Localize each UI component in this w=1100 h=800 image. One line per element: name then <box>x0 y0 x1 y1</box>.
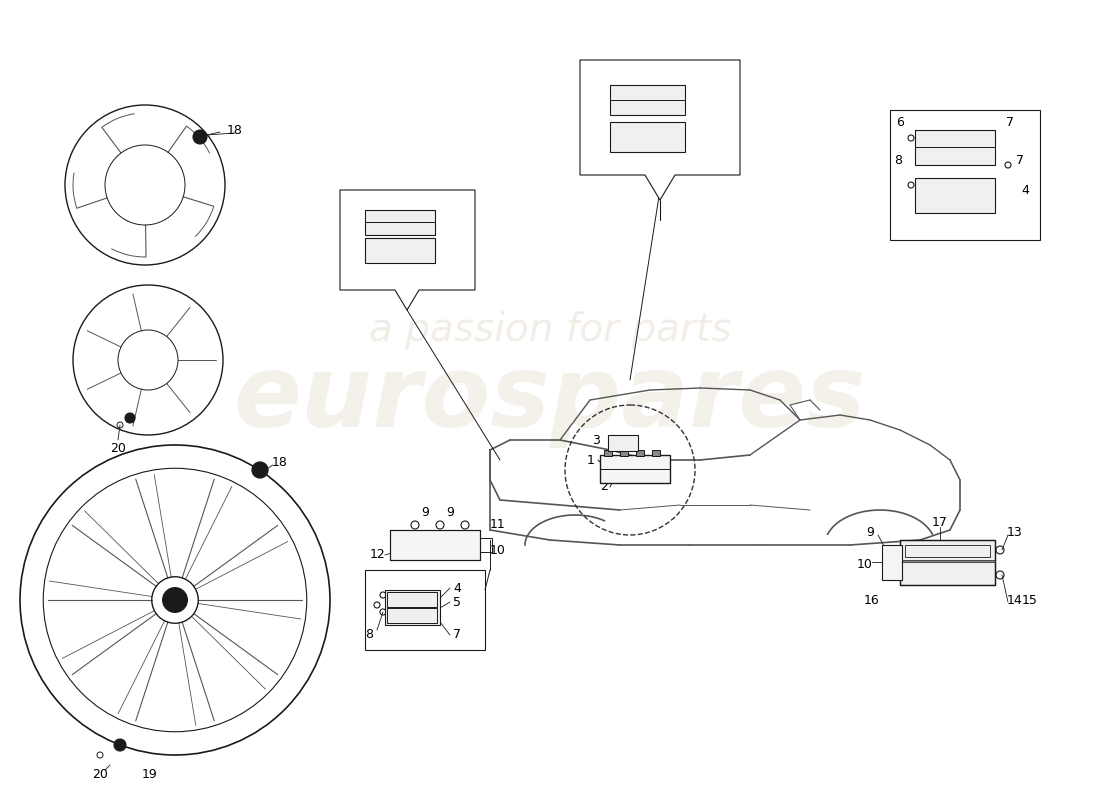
Circle shape <box>163 587 187 613</box>
Text: 3: 3 <box>592 434 600 446</box>
Bar <box>882 545 902 580</box>
Bar <box>636 450 644 456</box>
Text: 18: 18 <box>272 455 288 469</box>
Text: 13: 13 <box>1008 526 1023 538</box>
Text: 11: 11 <box>491 518 506 531</box>
Text: 9: 9 <box>866 526 873 538</box>
Bar <box>610 85 685 100</box>
Text: 4: 4 <box>453 582 461 594</box>
Bar <box>915 130 996 147</box>
Text: 8: 8 <box>338 214 346 226</box>
Bar <box>610 122 685 152</box>
Bar <box>915 178 996 213</box>
Text: 7: 7 <box>453 629 461 642</box>
Text: 8: 8 <box>894 154 902 166</box>
Bar <box>890 110 1040 240</box>
Circle shape <box>192 130 207 144</box>
Circle shape <box>886 568 894 576</box>
Polygon shape <box>580 60 740 200</box>
Bar <box>365 570 485 650</box>
Bar <box>600 455 670 483</box>
Circle shape <box>252 462 268 478</box>
Bar <box>915 130 996 165</box>
Text: eurospares: eurospares <box>233 351 867 449</box>
Text: a passion for parts: a passion for parts <box>368 311 732 349</box>
Text: 7: 7 <box>1006 115 1014 129</box>
Bar <box>905 545 990 557</box>
Text: 15: 15 <box>1022 594 1038 606</box>
Circle shape <box>114 739 126 751</box>
Polygon shape <box>340 190 475 310</box>
Bar <box>365 238 435 263</box>
Text: 7: 7 <box>1016 154 1024 166</box>
Bar <box>604 450 612 456</box>
Text: 4: 4 <box>1021 183 1028 197</box>
Bar <box>365 210 435 235</box>
Bar <box>900 560 996 562</box>
Text: 6: 6 <box>896 115 904 129</box>
Circle shape <box>886 548 894 556</box>
Bar <box>390 530 480 560</box>
Bar <box>608 435 638 451</box>
Bar <box>390 530 480 560</box>
Bar <box>387 608 437 623</box>
Text: 14: 14 <box>1008 594 1023 606</box>
Text: 8: 8 <box>584 94 592 106</box>
Bar <box>365 210 435 222</box>
Text: 4: 4 <box>724 129 732 142</box>
Text: 1: 1 <box>587 454 595 466</box>
Bar <box>600 455 670 469</box>
Text: 10: 10 <box>857 558 873 571</box>
Text: 17: 17 <box>932 515 948 529</box>
Text: 9: 9 <box>421 506 429 518</box>
Text: 18: 18 <box>227 123 243 137</box>
Text: 20: 20 <box>92 769 108 782</box>
Text: 8: 8 <box>365 629 373 642</box>
Bar <box>900 540 996 585</box>
Text: 5: 5 <box>443 214 451 226</box>
Text: 6: 6 <box>586 69 594 82</box>
Bar <box>480 538 492 552</box>
Bar <box>387 592 437 607</box>
Bar <box>385 590 440 625</box>
Text: 4: 4 <box>443 243 451 257</box>
Text: 16: 16 <box>865 594 880 606</box>
Text: 12: 12 <box>370 549 386 562</box>
Text: 5: 5 <box>453 595 461 609</box>
Text: 7: 7 <box>346 195 354 209</box>
Text: 19: 19 <box>142 769 158 782</box>
Bar <box>652 450 660 456</box>
Text: 7: 7 <box>724 69 732 82</box>
Bar <box>900 540 996 585</box>
Text: 9: 9 <box>447 506 454 518</box>
Circle shape <box>125 413 135 423</box>
Text: 20: 20 <box>110 442 125 454</box>
Text: 2: 2 <box>601 481 608 494</box>
Bar <box>610 85 685 115</box>
Bar <box>620 450 628 456</box>
Text: 10: 10 <box>491 543 506 557</box>
